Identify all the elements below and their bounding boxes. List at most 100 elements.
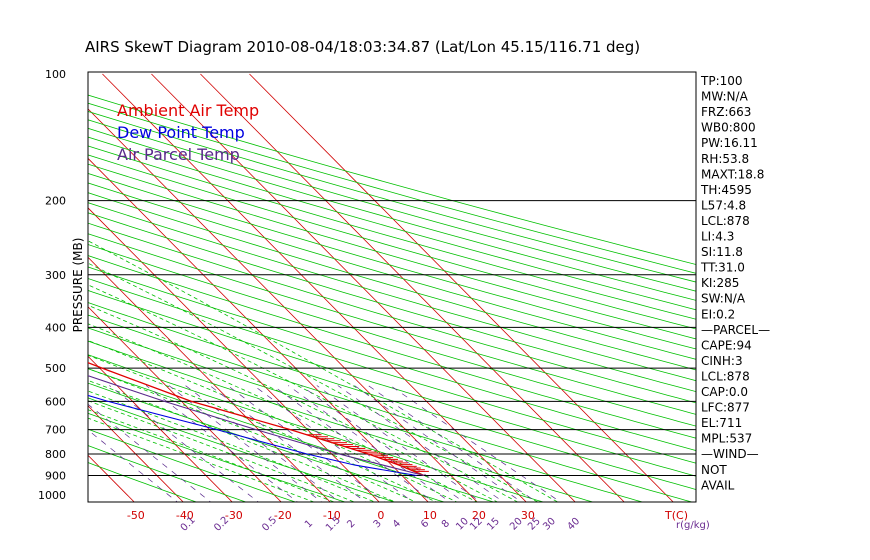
stat-line: AVAIL xyxy=(701,478,735,492)
dry-adiabat-line xyxy=(88,462,198,502)
profile-dew-point-temp xyxy=(88,394,417,477)
dry-adiabat-line xyxy=(88,412,347,502)
stat-line: LCL:878 xyxy=(701,214,750,228)
stat-line: EI:0.2 xyxy=(701,307,735,321)
dry-adiabat-line xyxy=(88,368,495,502)
dry-adiabat-line xyxy=(88,340,595,502)
dry-adiabat-line xyxy=(88,278,696,464)
dry-adiabat-line xyxy=(88,222,696,404)
stat-line: LCL:878 xyxy=(701,369,750,383)
dry-adiabat-line xyxy=(88,182,696,360)
pressure-tick-label: 100 xyxy=(45,68,66,81)
stat-line: WB0:800 xyxy=(701,121,756,135)
mixing-ratio-line xyxy=(390,385,562,502)
pressure-tick-label: 800 xyxy=(45,448,66,461)
plot-frame xyxy=(87,71,697,503)
isotherm-line xyxy=(88,108,478,502)
dry-adiabat-line xyxy=(88,136,696,311)
mixing-ratio-line xyxy=(185,385,341,502)
moist-adiabat-line xyxy=(88,354,438,502)
legend: Ambient Air Temp Dew Point Temp Air Parc… xyxy=(117,101,259,164)
bottom-temp-label: 20 xyxy=(472,509,486,522)
mixing-ratio-line xyxy=(209,385,367,502)
mixing-ratio-line xyxy=(227,385,386,502)
chart-title: AIRS SkewT Diagram 2010-08-04/18:03:34.8… xyxy=(85,38,640,56)
dry-adiabat-line xyxy=(88,266,696,451)
pressure-tick-label: 300 xyxy=(45,269,66,282)
mixing-ratio-label: 15 xyxy=(485,516,502,533)
isotherm-line xyxy=(102,73,527,502)
dry-adiabat-line xyxy=(88,154,696,330)
profiles xyxy=(88,362,429,477)
bottom-temp-label: -40 xyxy=(176,509,194,522)
dry-adiabat-line xyxy=(88,94,696,265)
y-axis-label: PRESSURE (MB) xyxy=(71,238,85,333)
stat-line: MAXT:18.8 xyxy=(701,167,764,181)
isotherm-line xyxy=(88,405,184,502)
bottom-temp-label: -50 xyxy=(127,509,145,522)
isotherm-line xyxy=(88,207,380,502)
mixing-ratio-label: 8 xyxy=(440,518,452,530)
dry-adiabat-line xyxy=(88,119,696,292)
pressure-tick-label: 200 xyxy=(45,195,66,208)
mixing-ratio-label: 4 xyxy=(391,518,403,530)
moist-adiabat-line xyxy=(88,390,376,502)
temp-unit-label: T(C) xyxy=(664,509,688,522)
moist-adiabat-line xyxy=(88,339,458,502)
bottom-temp-label: 10 xyxy=(423,509,437,522)
stat-line: MPL:537 xyxy=(701,432,752,446)
mixing-ratio-line xyxy=(168,385,323,502)
dry-adiabat-line xyxy=(88,428,297,502)
mixing-ratio-line xyxy=(287,385,451,502)
stat-line: KI:285 xyxy=(701,276,739,290)
mixing-ratio-label: 30 xyxy=(541,516,558,533)
dry-adiabat-line xyxy=(88,173,696,350)
dry-adiabat-line xyxy=(88,382,446,502)
stat-line: TT:31.0 xyxy=(700,261,745,275)
mixing-ratio-line xyxy=(367,385,538,502)
moist-adiabat-line xyxy=(88,400,356,502)
dry-adiabat-line xyxy=(88,145,696,320)
moist-adiabat-line xyxy=(88,379,397,502)
dry-adiabat-line xyxy=(88,354,545,502)
moist-adiabat-line xyxy=(88,323,478,502)
stat-line: FRZ:663 xyxy=(701,105,751,119)
stat-line: CAPE:94 xyxy=(701,338,752,352)
stat-line: NOT xyxy=(701,463,727,477)
dry-adiabat-line xyxy=(88,314,694,502)
pressure-tick-label: 700 xyxy=(45,424,66,437)
dry-adiabat-line xyxy=(88,255,696,439)
pressure-tick-label: 600 xyxy=(45,395,66,408)
stat-line: TP:100 xyxy=(700,74,743,88)
bottom-temp-label: -10 xyxy=(323,509,341,522)
pressure-tick-label: 900 xyxy=(45,470,66,483)
mixing-ratio-line xyxy=(337,385,505,502)
mixing-ratio-label: 2 xyxy=(345,518,357,530)
pressure-tick-label: 500 xyxy=(45,362,66,375)
moist-adiabat-line xyxy=(88,284,519,502)
background-lines xyxy=(0,73,696,512)
legend-ambient: Ambient Air Temp xyxy=(117,101,259,120)
mixing-ratio-line xyxy=(88,429,178,502)
stat-line: LI:4.3 xyxy=(701,230,734,244)
bottom-temp-label: -20 xyxy=(274,509,292,522)
dry-adiabat-line xyxy=(88,233,696,415)
isobars xyxy=(87,71,697,503)
stat-line: —WIND— xyxy=(701,447,759,461)
dry-adiabat-line xyxy=(88,111,696,283)
stat-line: TH:4595 xyxy=(700,183,752,197)
moist-adiabat-line xyxy=(88,304,499,502)
stat-line: L57:4.8 xyxy=(701,198,746,212)
stat-line: CINH:3 xyxy=(701,354,743,368)
stat-line: SI:11.8 xyxy=(701,245,743,259)
dry-adiabat-line xyxy=(88,445,247,502)
mixing-ratio-line xyxy=(272,385,435,502)
isotherm-line xyxy=(0,74,46,512)
mixing-ratio-line xyxy=(354,385,523,502)
moist-adiabat-line xyxy=(88,262,539,502)
stat-line: LFC:877 xyxy=(701,401,750,415)
dry-adiabat-line xyxy=(88,102,696,274)
mixing-ratio-line xyxy=(145,385,299,502)
